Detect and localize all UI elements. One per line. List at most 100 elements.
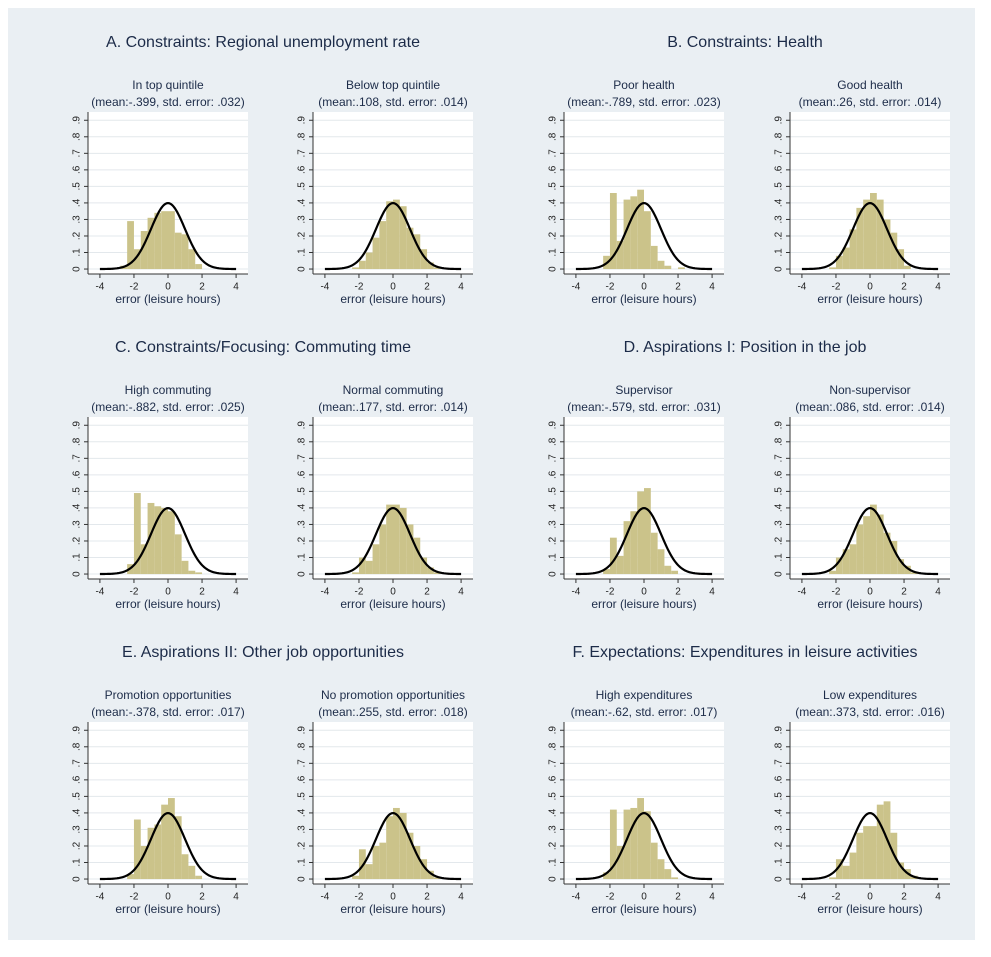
bar xyxy=(630,807,638,880)
y-tick-label: .5 xyxy=(297,792,308,801)
bar xyxy=(372,544,380,575)
x-tick-label: -4 xyxy=(571,587,580,598)
x-axis-title: error (leisure hours) xyxy=(115,902,220,916)
bar xyxy=(829,570,836,575)
panel-title: B. Constraints: Health xyxy=(667,34,823,51)
y-tick-label: .8 xyxy=(774,742,785,751)
x-tick-label: 0 xyxy=(165,892,171,903)
y-tick-label: .9 xyxy=(297,421,308,430)
subplot-subtitle: (mean:-.579, std. error: .031) xyxy=(567,400,720,414)
y-tick-label: .8 xyxy=(72,437,83,446)
y-tick-label: .1 xyxy=(72,858,83,867)
normal-curve xyxy=(801,201,939,271)
y-tick-label: 0 xyxy=(297,571,308,577)
y-tick-label: .2 xyxy=(548,841,559,850)
bar xyxy=(876,199,884,270)
bar xyxy=(188,570,196,575)
y-tick-label: .8 xyxy=(72,132,83,141)
panel-title: A. Constraints: Regional unemployment ra… xyxy=(106,34,420,51)
x-tick-label: -2 xyxy=(832,892,841,903)
y-tick-label: .1 xyxy=(72,553,83,562)
bar xyxy=(897,559,905,575)
y-tick-label: .7 xyxy=(774,149,785,158)
x-axis-title: error (leisure hours) xyxy=(340,292,445,306)
y-tick-label: .3 xyxy=(774,215,785,224)
y-tick-label: .2 xyxy=(548,536,559,545)
y-tick-label: .5 xyxy=(548,792,559,801)
bar xyxy=(849,852,857,880)
x-tick-label: 4 xyxy=(458,587,464,598)
y-tick-label: .5 xyxy=(297,487,308,496)
bar xyxy=(386,504,393,575)
bar xyxy=(664,265,672,270)
bar xyxy=(603,569,610,575)
y-tick-label: 0 xyxy=(297,266,308,272)
bar xyxy=(195,572,203,575)
bar xyxy=(904,565,911,575)
subplot-title: Promotion opportunities xyxy=(105,688,232,702)
subplot-subtitle: (mean:-.62, std. error: .017) xyxy=(571,705,718,719)
x-axis-title: error (leisure hours) xyxy=(340,597,445,611)
bar xyxy=(365,252,373,270)
y-tick-label: .4 xyxy=(72,198,83,207)
y-tick-label: .9 xyxy=(548,116,559,125)
y-tick-label: .6 xyxy=(297,470,308,479)
panel-title: E. Aspirations II: Other job opportuniti… xyxy=(122,644,404,661)
subplot-subtitle: (mean:-.399, std. error: .032) xyxy=(91,95,244,109)
bar xyxy=(664,869,672,880)
bar xyxy=(609,193,617,270)
bar xyxy=(379,524,387,575)
y-tick-label: .2 xyxy=(774,841,785,850)
x-tick-label: 4 xyxy=(935,587,941,598)
y-tick-label: 0 xyxy=(774,571,785,577)
bar xyxy=(181,234,189,270)
bar xyxy=(406,524,414,575)
y-tick-label: .9 xyxy=(548,726,559,735)
y-tick-label: .7 xyxy=(774,454,785,463)
bar xyxy=(856,524,864,575)
bar xyxy=(406,832,414,880)
x-tick-label: 0 xyxy=(641,587,647,598)
bar xyxy=(386,816,393,880)
normal-curve xyxy=(324,811,462,881)
y-tick-label: .1 xyxy=(72,248,83,257)
y-tick-label: .5 xyxy=(72,792,83,801)
x-axis-title: error (leisure hours) xyxy=(591,597,696,611)
y-tick-label: .6 xyxy=(774,470,785,479)
bar xyxy=(637,189,644,270)
y-tick-label: .7 xyxy=(72,149,83,158)
y-tick-label: .3 xyxy=(548,520,559,529)
bar xyxy=(427,870,434,880)
normal-curve xyxy=(801,506,939,576)
x-tick-label: -2 xyxy=(606,892,615,903)
bar xyxy=(393,807,400,880)
bar xyxy=(849,229,857,270)
bar xyxy=(161,804,168,880)
y-tick-label: .1 xyxy=(297,858,308,867)
x-tick-label: 2 xyxy=(901,587,907,598)
y-tick-label: .3 xyxy=(297,520,308,529)
y-tick-label: .8 xyxy=(774,437,785,446)
y-tick-label: .8 xyxy=(548,132,559,141)
y-tick-label: .4 xyxy=(774,503,785,512)
subplot-subtitle: (mean:.26, std. error: .014) xyxy=(799,95,942,109)
bar xyxy=(413,537,421,575)
y-tick-label: .5 xyxy=(72,182,83,191)
bar xyxy=(393,199,400,270)
bar xyxy=(433,267,441,270)
bar xyxy=(133,819,141,880)
x-tick-label: -4 xyxy=(571,892,580,903)
y-tick-label: .3 xyxy=(72,520,83,529)
x-tick-label: -2 xyxy=(832,587,841,598)
y-tick-label: .1 xyxy=(548,248,559,257)
x-tick-label: -2 xyxy=(355,587,364,598)
bar xyxy=(863,516,870,575)
y-tick-label: 0 xyxy=(72,571,83,577)
bar xyxy=(910,572,918,575)
bar xyxy=(883,532,891,575)
x-tick-label: 2 xyxy=(675,587,681,598)
bar xyxy=(842,549,850,575)
bar xyxy=(352,875,359,880)
bar xyxy=(427,567,434,575)
y-tick-label: .7 xyxy=(297,759,308,768)
